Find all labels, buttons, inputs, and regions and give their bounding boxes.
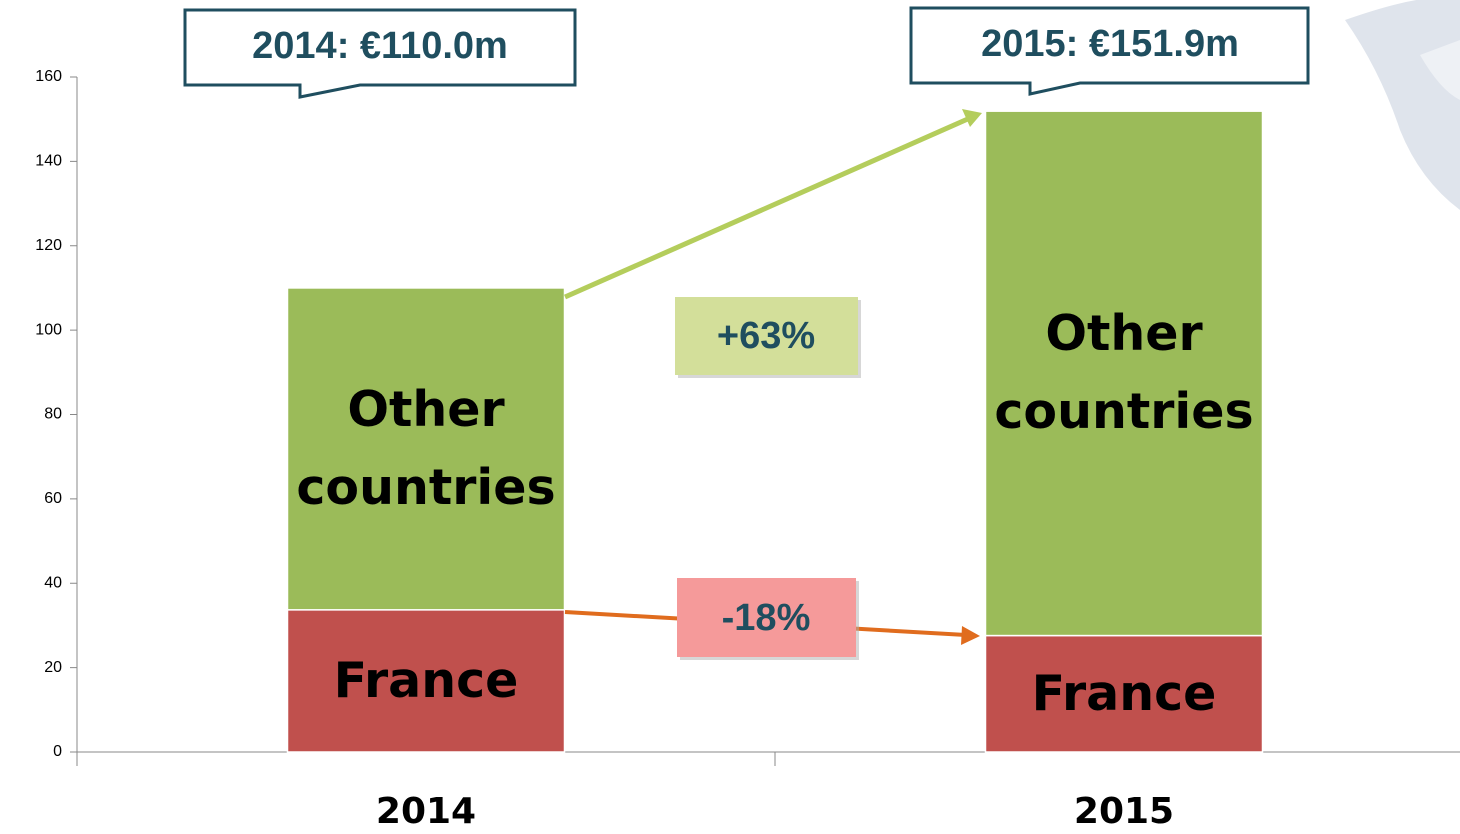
change-label: +63%: [717, 315, 815, 357]
y-tick-label: 40: [44, 574, 62, 591]
y-tick-label: 120: [35, 237, 62, 254]
y-tick-label: 80: [44, 406, 62, 423]
segment-label: France: [333, 651, 519, 709]
y-tick-label: 0: [53, 743, 62, 760]
callout-label: 2014: €110.0m: [252, 25, 508, 67]
bar-segment: [984, 110, 1264, 637]
callout-label: 2015: €151.9m: [981, 23, 1239, 65]
growth-arrow: [563, 115, 972, 300]
y-tick-label: 60: [44, 490, 62, 507]
arrow-head: [962, 109, 982, 127]
y-tick-label: 140: [35, 153, 62, 170]
callout: [909, 6, 1310, 96]
change-box: [677, 578, 856, 657]
segment-label: Other countries: [994, 305, 1254, 441]
y-tick-label: 20: [44, 659, 62, 676]
decoration: [1345, 0, 1460, 210]
x-tick-label: 2015: [1074, 791, 1174, 832]
y-tick-label: 160: [35, 68, 62, 85]
x-tick-label: 2014: [376, 791, 476, 832]
arrow-head: [961, 626, 980, 645]
bar-segment: [286, 287, 566, 611]
bar-segment: [286, 609, 566, 753]
y-tick-label: 100: [35, 321, 62, 338]
change-label: -18%: [722, 597, 811, 639]
decoration: [1420, 40, 1460, 100]
bar-segment: [984, 634, 1264, 753]
change-box: [675, 297, 858, 375]
segment-label: Other countries: [296, 380, 556, 516]
segment-label: France: [1031, 664, 1217, 722]
callout: [183, 8, 577, 99]
